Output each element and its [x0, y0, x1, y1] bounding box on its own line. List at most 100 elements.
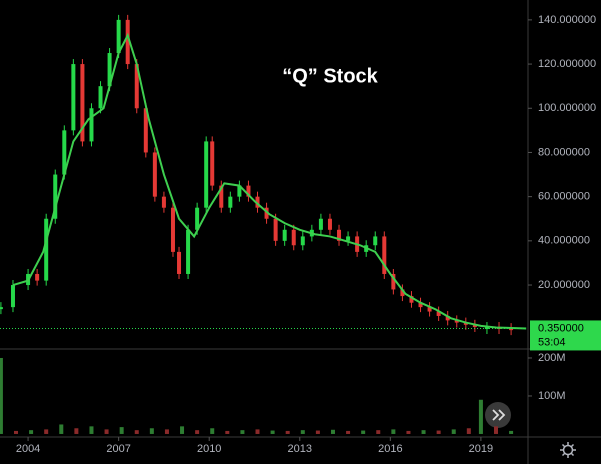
x-tick-label: 2004	[16, 443, 40, 455]
candle	[80, 64, 85, 142]
candle	[116, 19, 121, 54]
settings-icon[interactable]	[560, 442, 576, 458]
last-price-label: 0.350000	[538, 322, 584, 334]
volume-bar	[436, 430, 441, 434]
candle	[125, 19, 130, 65]
volume-bar	[270, 430, 275, 434]
volume-bar	[44, 429, 49, 434]
candle	[418, 302, 423, 308]
chart-title: “Q” Stock	[282, 65, 378, 87]
candle	[427, 307, 432, 312]
candle	[454, 320, 459, 323]
candle	[373, 236, 378, 246]
volume-bar	[0, 357, 3, 434]
volume-bar	[300, 430, 305, 434]
volume-bar	[315, 430, 320, 434]
volume-bar	[149, 428, 154, 434]
last-price-box	[530, 320, 601, 351]
candle	[318, 218, 323, 230]
candle	[0, 307, 3, 310]
candle	[391, 273, 396, 290]
volume-bar	[89, 426, 94, 434]
volume-bar	[451, 429, 456, 434]
y-tick-label: 140.000000	[538, 14, 596, 26]
candle	[246, 185, 251, 197]
gear	[562, 444, 574, 456]
volume-bar	[330, 429, 335, 434]
candle	[282, 229, 287, 241]
candle	[273, 218, 278, 241]
volume-bar	[478, 399, 483, 434]
candle	[204, 141, 209, 208]
candle	[472, 324, 477, 328]
candle	[327, 218, 332, 230]
x-tick-label: 2016	[378, 443, 402, 455]
candle	[300, 236, 305, 246]
candle	[152, 152, 157, 197]
x-tick-label: 2013	[288, 443, 312, 455]
volume-bar	[210, 428, 215, 434]
y-tick-label: 60.000000	[538, 191, 590, 203]
volume-bar	[285, 430, 290, 434]
volume-bar	[240, 430, 245, 434]
candle	[71, 64, 76, 131]
candle	[44, 218, 49, 281]
candle	[10, 285, 15, 308]
candle	[463, 322, 468, 325]
candle	[170, 207, 175, 252]
volume-bar	[74, 428, 79, 434]
x-tick-label: 2007	[106, 443, 130, 455]
volume-bar	[119, 427, 124, 434]
candle	[337, 229, 342, 241]
volume-bar	[376, 430, 381, 434]
candle	[445, 315, 450, 321]
candle	[98, 86, 103, 109]
y-tick-label: 20.000000	[538, 279, 590, 291]
volume-bar	[225, 430, 230, 434]
volume-bar	[14, 430, 18, 434]
y-tick-label: 100.000000	[538, 102, 596, 114]
moving-average	[12, 32, 527, 330]
candle	[107, 53, 112, 87]
volume-bar	[164, 429, 169, 434]
candle	[346, 236, 351, 241]
volume-bar	[421, 430, 426, 434]
candle	[436, 311, 441, 316]
volume-bar	[406, 430, 411, 434]
candle	[291, 229, 296, 246]
candle	[186, 229, 191, 274]
scroll-icon	[492, 409, 506, 421]
y-tick-label: 40.000000	[538, 235, 590, 247]
candle	[409, 296, 414, 303]
volume-bar	[391, 429, 396, 434]
volume-bar	[466, 428, 471, 434]
candle	[237, 185, 242, 197]
volume-bar	[255, 429, 260, 434]
candle	[143, 108, 148, 153]
candle	[53, 174, 58, 219]
candle	[134, 64, 139, 109]
y-tick-label: 200M	[538, 352, 566, 364]
volume-bar	[195, 430, 200, 434]
x-tick-label: 2010	[197, 443, 221, 455]
volume-bar	[361, 430, 366, 434]
candle	[35, 273, 40, 281]
candle	[400, 289, 405, 297]
volume-bar	[59, 424, 64, 434]
volume-bar	[104, 429, 109, 434]
volume-bar	[180, 426, 185, 434]
volume-bar	[494, 426, 498, 434]
candle	[177, 251, 182, 274]
y-tick-label: 100M	[538, 390, 566, 402]
candle	[382, 236, 387, 274]
candle	[219, 185, 224, 208]
volume-bar	[346, 430, 351, 434]
candle	[62, 130, 67, 175]
candle	[509, 328, 514, 331]
candle	[89, 108, 94, 142]
y-tick-label: 80.000000	[538, 146, 590, 158]
volume-bar	[29, 430, 34, 434]
candle	[255, 196, 260, 208]
volume-bar	[509, 430, 514, 434]
